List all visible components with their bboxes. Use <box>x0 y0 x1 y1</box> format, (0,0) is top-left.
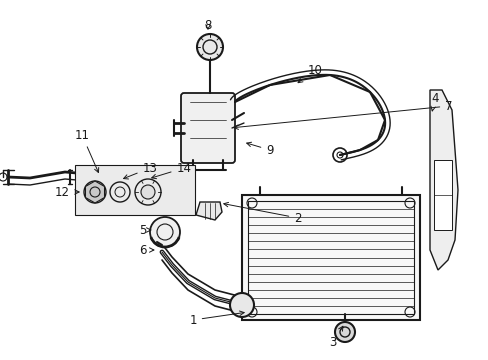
Text: 13: 13 <box>123 162 157 179</box>
Text: 2: 2 <box>224 202 301 225</box>
Polygon shape <box>429 90 457 270</box>
Text: 1: 1 <box>189 311 244 327</box>
Text: 4: 4 <box>430 91 438 111</box>
Polygon shape <box>85 181 104 203</box>
Bar <box>75 165 195 215</box>
FancyBboxPatch shape <box>181 93 235 163</box>
Polygon shape <box>196 202 222 220</box>
Text: 6: 6 <box>139 243 154 256</box>
Text: 12: 12 <box>54 185 79 198</box>
Circle shape <box>197 34 223 60</box>
Text: 8: 8 <box>204 18 211 32</box>
Text: 9: 9 <box>246 142 273 157</box>
Text: 11: 11 <box>74 129 99 172</box>
Circle shape <box>141 185 155 199</box>
Text: 7: 7 <box>233 99 452 129</box>
Polygon shape <box>433 160 451 230</box>
Circle shape <box>334 322 354 342</box>
Bar <box>247 201 413 314</box>
Circle shape <box>84 181 106 203</box>
Text: 14: 14 <box>151 162 191 179</box>
Circle shape <box>229 293 253 317</box>
Text: 5: 5 <box>139 224 151 237</box>
Circle shape <box>150 217 180 247</box>
Text: 10: 10 <box>298 63 322 83</box>
Text: 3: 3 <box>328 326 342 348</box>
Bar <box>242 195 419 320</box>
